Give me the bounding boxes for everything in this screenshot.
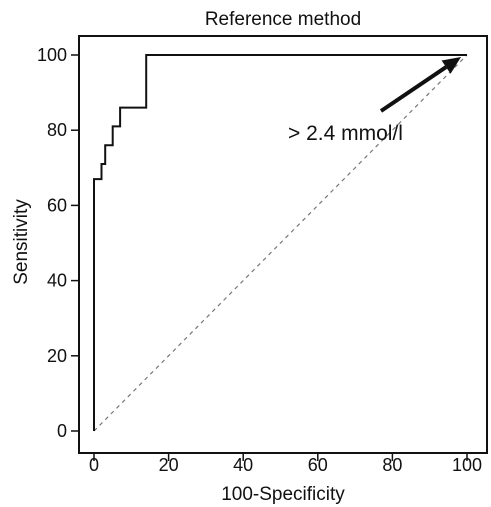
y-tick-label: 80 xyxy=(47,120,67,140)
y-tick-label: 100 xyxy=(37,45,67,65)
x-tick-label: 100 xyxy=(452,455,482,475)
x-tick-label: 60 xyxy=(308,455,328,475)
threshold-annotation: > 2.4 mmol/l xyxy=(288,57,461,145)
roc-curve-line xyxy=(93,54,467,431)
arrow-head-icon xyxy=(441,57,461,74)
plot-frame xyxy=(78,35,488,454)
y-tick-label: 60 xyxy=(47,195,67,215)
y-tick-label: 40 xyxy=(47,271,67,291)
arrow-shaft xyxy=(379,65,448,113)
y-axis-label: Sensitivity xyxy=(11,199,32,285)
chart-title: Reference method xyxy=(205,9,361,30)
y-tick-label: 0 xyxy=(57,421,67,441)
x-axis-ticks: 0 20 40 60 80 100 xyxy=(89,453,482,475)
x-tick-label: 20 xyxy=(159,455,179,475)
y-tick-label: 20 xyxy=(47,346,67,366)
x-tick-label: 40 xyxy=(233,455,253,475)
y-axis-ticks: 0 20 40 60 80 100 xyxy=(37,45,79,441)
reference-diagonal-line xyxy=(93,54,468,432)
x-tick-label: 80 xyxy=(382,455,402,475)
x-tick-label: 0 xyxy=(89,455,99,475)
threshold-label: > 2.4 mmol/l xyxy=(288,122,403,145)
plot-area xyxy=(78,35,488,454)
x-axis-label: 100-Specificity xyxy=(221,484,345,505)
